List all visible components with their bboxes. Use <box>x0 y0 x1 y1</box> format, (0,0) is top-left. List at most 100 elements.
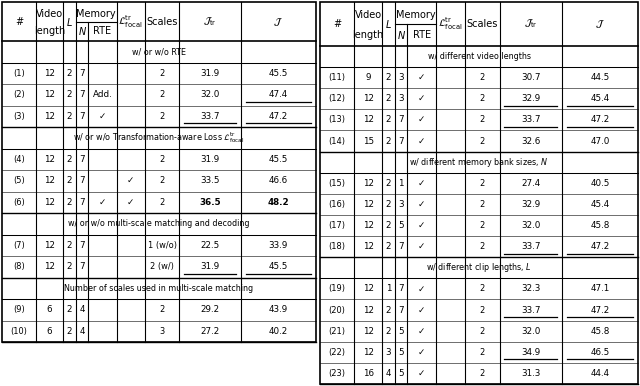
Text: ✓: ✓ <box>418 369 426 378</box>
Text: 33.7: 33.7 <box>200 112 220 121</box>
Text: 33.7: 33.7 <box>521 242 540 251</box>
Text: $\mathcal{L}^{\mathrm{tr}}_{\mathrm{focal}}$: $\mathcal{L}^{\mathrm{tr}}_{\mathrm{foca… <box>438 15 463 32</box>
Text: ✓: ✓ <box>418 73 426 82</box>
Text: 15: 15 <box>363 137 374 146</box>
Text: $L$: $L$ <box>385 18 392 30</box>
Text: 2: 2 <box>386 137 391 146</box>
Text: 7: 7 <box>79 90 85 99</box>
Text: Scales: Scales <box>467 19 498 29</box>
Text: (15): (15) <box>329 179 346 188</box>
Text: 7: 7 <box>398 115 404 124</box>
Text: 2: 2 <box>67 198 72 207</box>
Text: ✓: ✓ <box>418 242 426 251</box>
Text: ✓: ✓ <box>418 284 426 293</box>
Text: 2: 2 <box>67 262 72 271</box>
Text: 2: 2 <box>159 112 164 121</box>
Text: 44.5: 44.5 <box>590 73 609 82</box>
Text: 1 (w/o): 1 (w/o) <box>148 241 177 250</box>
Text: 2: 2 <box>67 155 72 164</box>
Text: 43.9: 43.9 <box>269 305 288 314</box>
Text: 2: 2 <box>159 305 164 314</box>
Text: 27.4: 27.4 <box>521 179 540 188</box>
Text: 47.4: 47.4 <box>269 90 288 99</box>
Text: ✓: ✓ <box>127 176 134 185</box>
Bar <box>320 2 638 384</box>
Text: 2: 2 <box>386 306 391 315</box>
Text: length: length <box>353 30 384 40</box>
Text: 12: 12 <box>363 200 374 209</box>
Text: 33.7: 33.7 <box>521 115 540 124</box>
Text: w/ or w/o Transformation-aware Loss $\mathcal{L}^{\mathrm{tr}}_{\mathrm{focal}}$: w/ or w/o Transformation-aware Loss $\ma… <box>74 130 244 145</box>
Text: 2: 2 <box>479 179 485 188</box>
Text: 33.5: 33.5 <box>200 176 220 185</box>
Text: 2: 2 <box>159 69 164 78</box>
Text: 7: 7 <box>79 176 85 185</box>
Text: 44.4: 44.4 <box>590 369 609 378</box>
Text: (6): (6) <box>13 198 25 207</box>
Text: 45.4: 45.4 <box>590 94 609 103</box>
Text: 2: 2 <box>479 369 485 378</box>
Text: 2: 2 <box>479 94 485 103</box>
Text: 3: 3 <box>398 94 404 103</box>
Text: 2: 2 <box>386 200 391 209</box>
Text: $N$: $N$ <box>397 29 406 41</box>
Text: 2: 2 <box>479 327 485 336</box>
Text: 12: 12 <box>363 115 374 124</box>
Text: 4: 4 <box>386 369 391 378</box>
Text: 33.9: 33.9 <box>269 241 288 250</box>
Text: $N$: $N$ <box>77 25 86 37</box>
Text: 6: 6 <box>47 305 52 314</box>
Text: 7: 7 <box>79 69 85 78</box>
Text: (9): (9) <box>13 305 25 314</box>
Text: 2: 2 <box>479 348 485 357</box>
Text: 12: 12 <box>44 176 55 185</box>
Text: 7: 7 <box>79 155 85 164</box>
Text: Scales: Scales <box>147 17 178 27</box>
Text: 2: 2 <box>479 73 485 82</box>
Text: $\mathcal{J}_{\mathrm{tr}}$: $\mathcal{J}_{\mathrm{tr}}$ <box>203 15 217 28</box>
Text: (11): (11) <box>329 73 346 82</box>
Text: 2: 2 <box>67 112 72 121</box>
Text: 12: 12 <box>363 242 374 251</box>
Text: 36.5: 36.5 <box>199 198 221 207</box>
Text: w/ or w/o RTE: w/ or w/o RTE <box>132 47 186 56</box>
Text: ✓: ✓ <box>418 115 426 124</box>
Text: 4: 4 <box>79 327 85 336</box>
Text: 47.1: 47.1 <box>590 284 609 293</box>
Text: 12: 12 <box>44 90 55 99</box>
Text: (14): (14) <box>329 137 346 146</box>
Text: 7: 7 <box>398 284 404 293</box>
Text: RTE: RTE <box>93 26 111 36</box>
Text: (5): (5) <box>13 176 25 185</box>
Text: 12: 12 <box>363 94 374 103</box>
Text: ✓: ✓ <box>99 198 106 207</box>
Text: Video: Video <box>36 9 63 19</box>
Text: Video: Video <box>355 10 381 20</box>
Text: (20): (20) <box>329 306 346 315</box>
Text: 32.3: 32.3 <box>521 284 540 293</box>
Text: 45.8: 45.8 <box>590 327 609 336</box>
Text: (10): (10) <box>10 327 28 336</box>
Text: 12: 12 <box>363 327 374 336</box>
Text: w/ different video lengths: w/ different video lengths <box>428 52 531 61</box>
Text: 3: 3 <box>385 348 391 357</box>
Bar <box>2 2 316 342</box>
Text: Add.: Add. <box>93 90 113 99</box>
Text: 12: 12 <box>44 155 55 164</box>
Text: 32.6: 32.6 <box>521 137 540 146</box>
Text: length: length <box>34 26 65 36</box>
Text: w/ different memory bank sizes, $N$: w/ different memory bank sizes, $N$ <box>410 156 548 169</box>
Text: 31.9: 31.9 <box>200 262 220 271</box>
Text: 2 (w/): 2 (w/) <box>150 262 174 271</box>
Text: ✓: ✓ <box>418 221 426 230</box>
Text: 2: 2 <box>386 115 391 124</box>
Text: ✓: ✓ <box>127 198 134 207</box>
Text: 3: 3 <box>398 73 404 82</box>
Text: ✓: ✓ <box>418 348 426 357</box>
Text: 7: 7 <box>79 198 85 207</box>
Text: 12: 12 <box>363 221 374 230</box>
Text: 12: 12 <box>44 112 55 121</box>
Text: #: # <box>333 19 341 29</box>
Text: 47.2: 47.2 <box>590 242 609 251</box>
Text: 31.3: 31.3 <box>521 369 540 378</box>
